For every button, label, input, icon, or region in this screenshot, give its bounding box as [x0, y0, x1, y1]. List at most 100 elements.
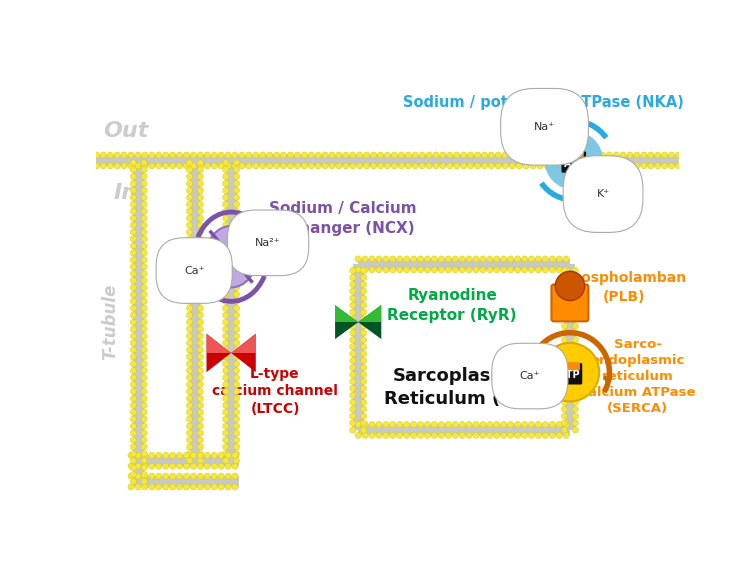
- Circle shape: [562, 302, 568, 308]
- Circle shape: [634, 152, 640, 158]
- Circle shape: [350, 350, 356, 357]
- Circle shape: [675, 163, 682, 169]
- Circle shape: [404, 432, 410, 438]
- Circle shape: [176, 163, 183, 169]
- Polygon shape: [206, 334, 231, 372]
- Circle shape: [572, 365, 578, 371]
- Circle shape: [361, 399, 367, 405]
- Circle shape: [350, 413, 356, 419]
- Circle shape: [668, 163, 674, 169]
- Circle shape: [357, 163, 363, 169]
- Circle shape: [234, 347, 240, 353]
- Circle shape: [364, 152, 370, 158]
- Circle shape: [606, 163, 612, 169]
- Circle shape: [141, 291, 147, 298]
- Circle shape: [223, 312, 229, 318]
- Circle shape: [234, 402, 240, 408]
- Circle shape: [572, 344, 578, 350]
- Circle shape: [141, 458, 147, 464]
- Circle shape: [556, 432, 562, 438]
- Circle shape: [197, 409, 203, 415]
- Circle shape: [383, 256, 389, 262]
- Circle shape: [515, 256, 521, 262]
- Circle shape: [234, 208, 240, 214]
- Circle shape: [114, 152, 120, 158]
- Circle shape: [142, 484, 148, 490]
- Circle shape: [223, 187, 229, 193]
- Circle shape: [600, 163, 606, 169]
- Circle shape: [197, 270, 203, 277]
- Circle shape: [223, 354, 229, 360]
- Circle shape: [376, 266, 382, 273]
- Circle shape: [361, 288, 367, 294]
- Circle shape: [141, 305, 147, 311]
- Circle shape: [502, 163, 508, 169]
- Circle shape: [544, 152, 550, 158]
- Circle shape: [562, 330, 568, 336]
- Circle shape: [361, 323, 367, 329]
- Circle shape: [438, 421, 445, 428]
- Circle shape: [355, 266, 361, 273]
- Circle shape: [187, 388, 193, 395]
- Circle shape: [197, 452, 203, 459]
- Circle shape: [223, 277, 229, 284]
- Circle shape: [234, 305, 240, 311]
- Circle shape: [350, 365, 356, 371]
- Circle shape: [141, 187, 147, 193]
- Circle shape: [494, 421, 500, 428]
- Circle shape: [141, 243, 147, 249]
- Circle shape: [411, 421, 417, 428]
- Circle shape: [459, 432, 465, 438]
- Circle shape: [223, 347, 229, 353]
- Circle shape: [572, 337, 578, 343]
- Circle shape: [197, 163, 203, 169]
- Circle shape: [197, 215, 203, 221]
- Circle shape: [187, 395, 193, 401]
- Circle shape: [234, 194, 240, 201]
- Circle shape: [225, 463, 231, 469]
- Circle shape: [535, 432, 541, 438]
- Circle shape: [187, 444, 193, 450]
- Bar: [358, 259, 570, 270]
- Circle shape: [225, 473, 231, 479]
- Circle shape: [562, 406, 568, 412]
- Circle shape: [572, 316, 578, 322]
- Circle shape: [572, 371, 578, 378]
- Circle shape: [169, 452, 175, 459]
- Circle shape: [383, 421, 389, 428]
- Circle shape: [130, 180, 136, 187]
- Circle shape: [163, 452, 169, 459]
- Circle shape: [187, 382, 193, 388]
- Circle shape: [600, 152, 606, 158]
- Circle shape: [572, 288, 578, 294]
- Circle shape: [176, 463, 183, 469]
- Circle shape: [572, 399, 578, 405]
- Circle shape: [223, 229, 229, 235]
- Circle shape: [613, 152, 619, 158]
- Circle shape: [475, 152, 481, 158]
- Circle shape: [187, 201, 193, 208]
- Circle shape: [562, 399, 568, 405]
- Circle shape: [141, 423, 147, 429]
- Circle shape: [101, 152, 107, 158]
- Circle shape: [107, 163, 113, 169]
- Circle shape: [141, 222, 147, 228]
- Circle shape: [223, 395, 229, 401]
- Circle shape: [572, 295, 578, 301]
- Circle shape: [141, 416, 147, 422]
- Circle shape: [361, 358, 367, 363]
- Circle shape: [535, 421, 541, 428]
- Circle shape: [176, 452, 183, 459]
- Circle shape: [187, 326, 193, 332]
- Circle shape: [234, 236, 240, 242]
- Circle shape: [530, 152, 536, 158]
- Circle shape: [223, 374, 229, 380]
- Circle shape: [565, 152, 571, 158]
- Circle shape: [234, 215, 240, 221]
- Circle shape: [141, 444, 147, 450]
- Text: ATP: ATP: [559, 370, 581, 379]
- Circle shape: [197, 437, 203, 443]
- Circle shape: [130, 409, 136, 415]
- Circle shape: [130, 249, 136, 256]
- Circle shape: [384, 152, 391, 158]
